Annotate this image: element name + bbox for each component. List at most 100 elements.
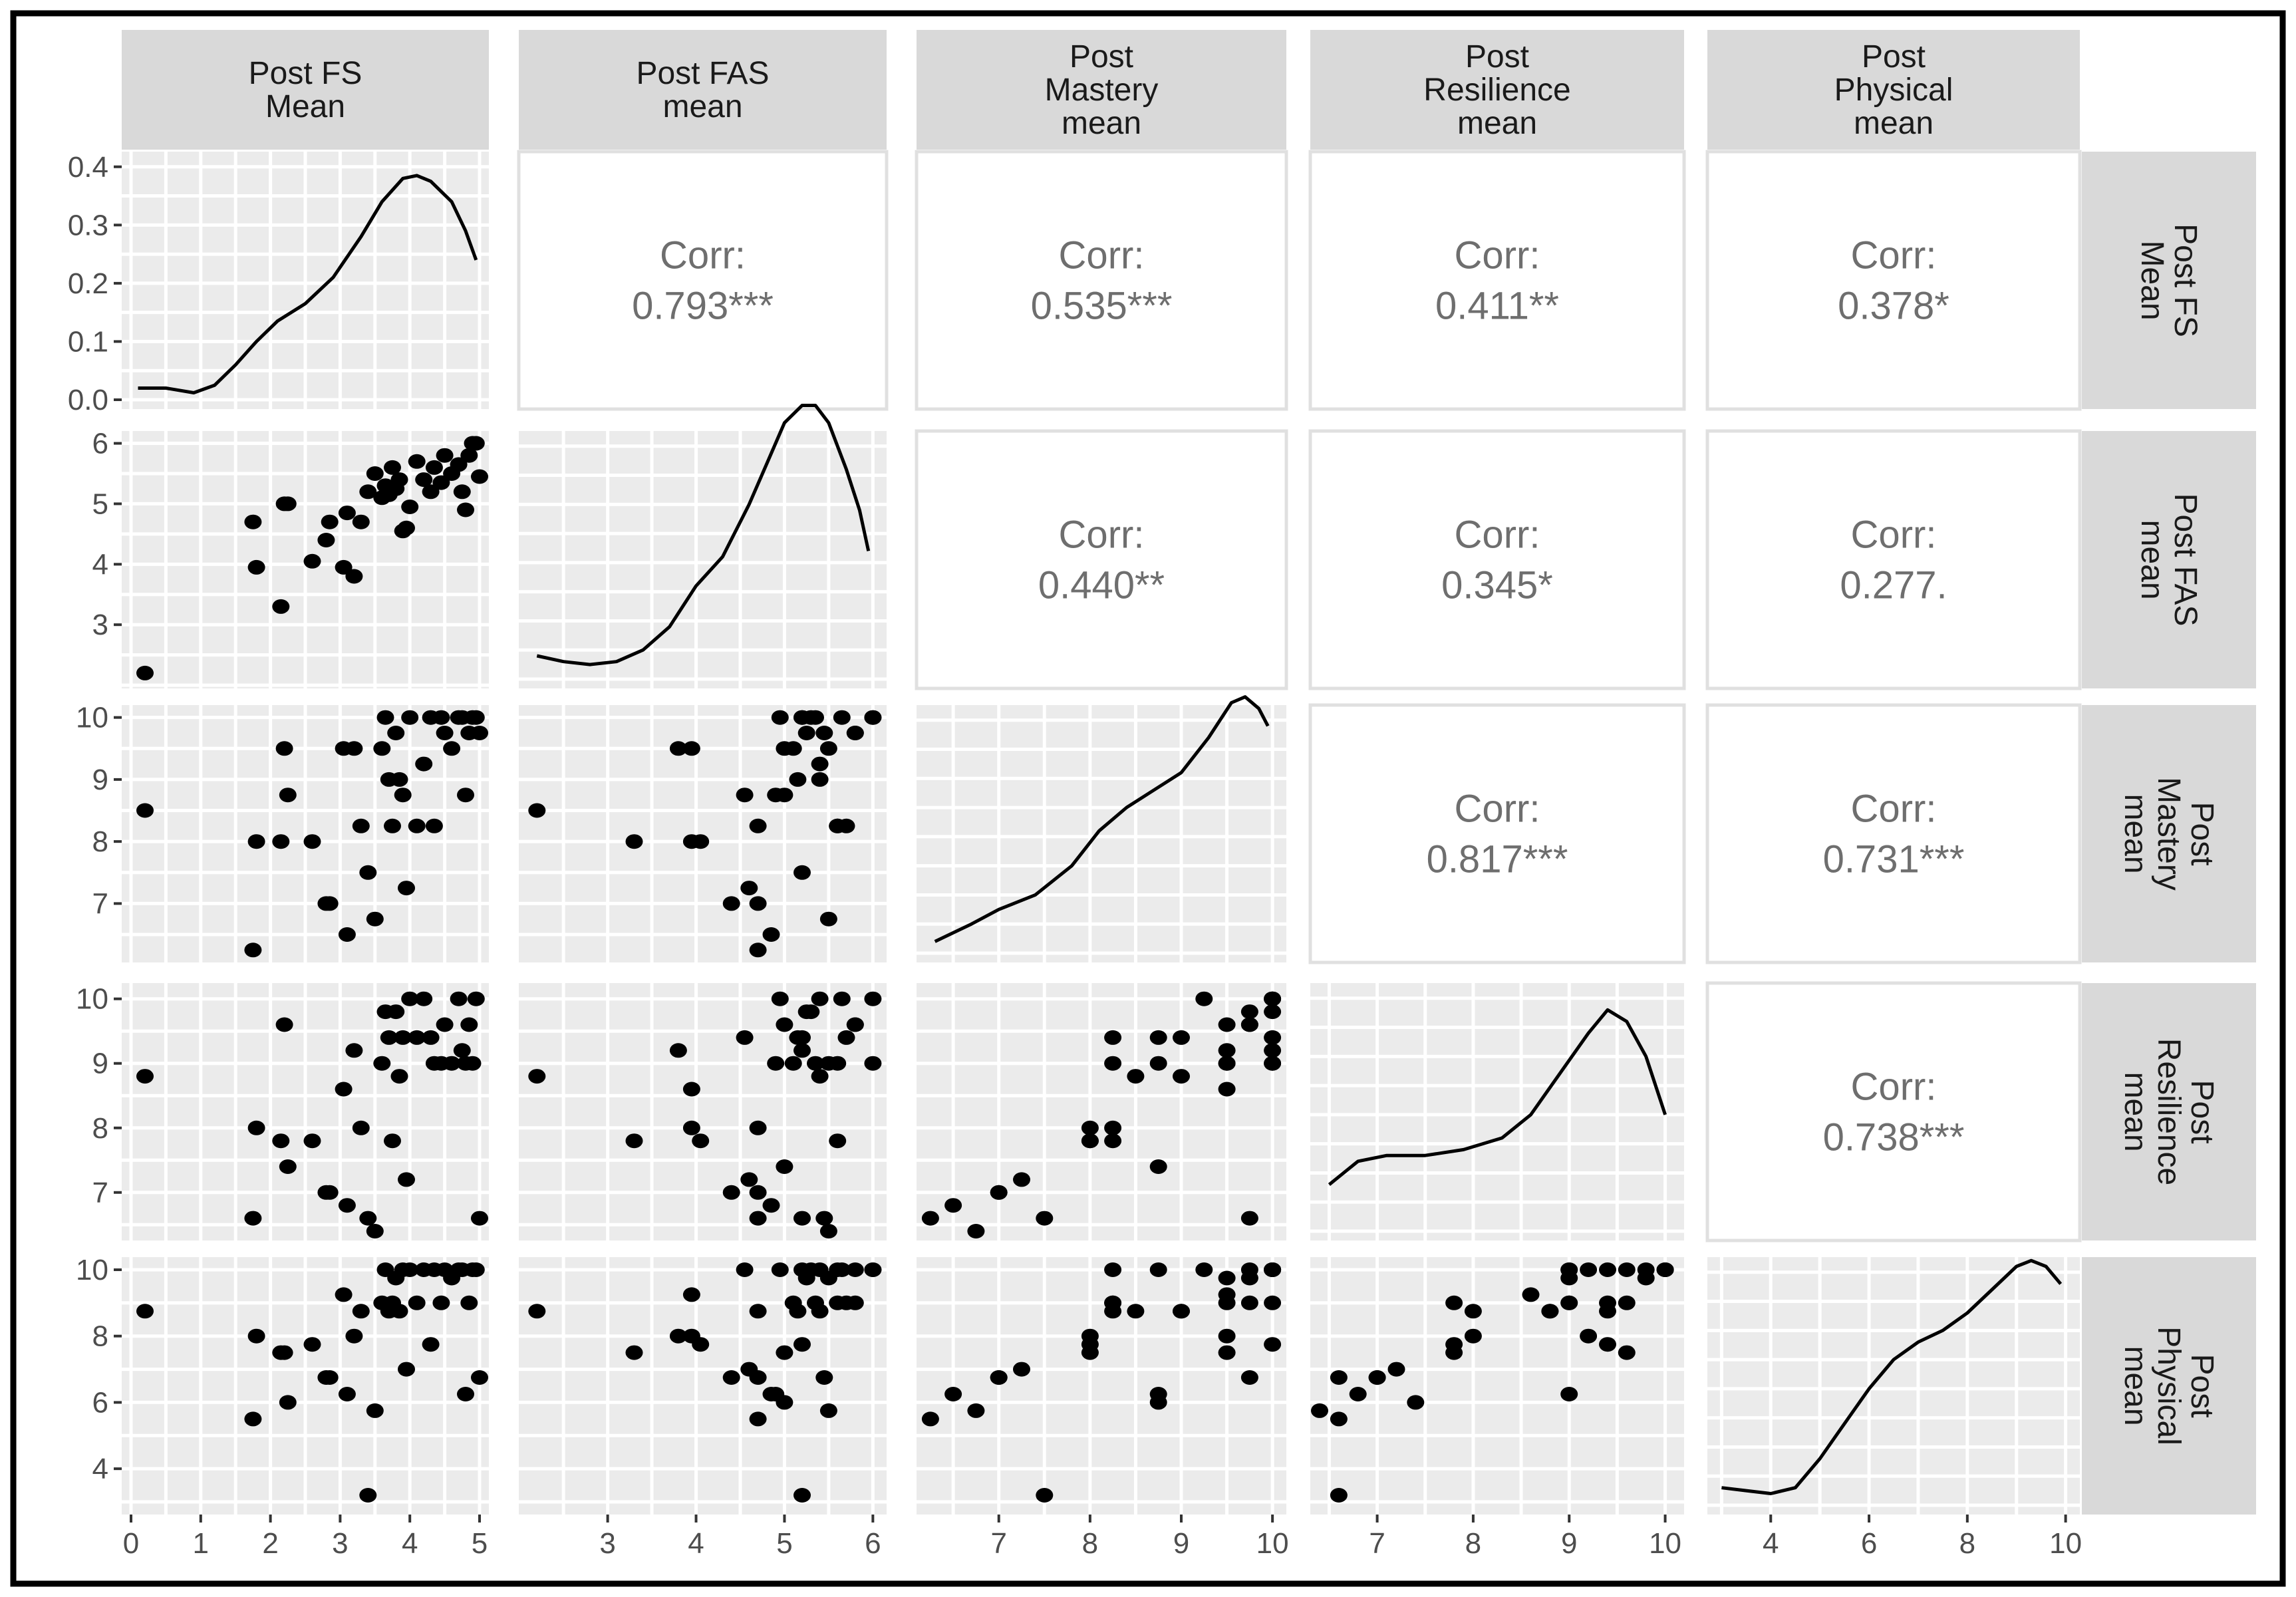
density-curve-fs <box>138 174 478 394</box>
scatter-point <box>436 448 454 463</box>
x-tick-label: 2 <box>262 1527 278 1560</box>
panel-r4-c2 <box>917 1257 1286 1515</box>
scatter-point <box>303 553 321 569</box>
scatter-point <box>279 1159 297 1174</box>
scatter-point <box>345 1328 363 1344</box>
corr-value: 0.793*** <box>632 285 774 328</box>
scatter-point <box>457 788 474 803</box>
scatter-point <box>1240 1004 1258 1020</box>
row-strip-fs <box>2082 152 2256 409</box>
scatter-point <box>1445 1337 1463 1352</box>
scatter-point <box>415 472 433 488</box>
scatter-point <box>422 1337 440 1352</box>
corr-panel-bg <box>1705 429 2082 690</box>
scatter-point <box>1618 1262 1636 1277</box>
scatter-point <box>303 1133 321 1149</box>
row-strip-label: mean <box>2118 794 2153 873</box>
scatter-point <box>1580 1262 1598 1277</box>
plot-panel-bg <box>519 1257 887 1515</box>
scatter-point <box>528 803 546 818</box>
scatter-point <box>944 1198 962 1213</box>
scatter-point <box>767 1056 785 1071</box>
panel-r3-c1 <box>519 983 887 1240</box>
scatter-point <box>1240 1017 1258 1032</box>
scatter-point <box>833 710 851 725</box>
scatter-point <box>740 881 758 896</box>
scatter-point <box>1264 1004 1282 1020</box>
scatter-point <box>1349 1387 1367 1401</box>
scatter-point <box>467 991 485 1006</box>
scatter-point <box>1445 1295 1463 1310</box>
scatter-point <box>408 1295 426 1310</box>
scatter-point <box>335 559 353 575</box>
x-tick-label: 3 <box>332 1527 348 1560</box>
scatter-point <box>136 665 154 680</box>
scatter-point <box>275 1017 293 1032</box>
scatter-point <box>436 1017 454 1032</box>
scatter-point <box>793 1043 811 1058</box>
scatter-point <box>345 569 363 584</box>
scatter-point <box>846 1262 864 1277</box>
density-curve-fas <box>536 404 871 666</box>
scatter-point <box>1264 1337 1282 1352</box>
row-strip-label: Post <box>2184 801 2220 865</box>
scatter-point <box>1541 1304 1559 1319</box>
scatter-point <box>1218 1345 1236 1360</box>
scatter-point <box>811 991 829 1006</box>
scatter-point <box>352 818 370 833</box>
column-strip-label: Resilience <box>1423 73 1570 108</box>
column-strip-label: Post <box>1070 39 1133 74</box>
scatter-point <box>990 1185 1008 1200</box>
scatter-point <box>1218 1295 1236 1310</box>
scatter-point <box>1264 1030 1282 1045</box>
scatter-point <box>811 1069 829 1084</box>
scatter-point <box>338 1198 356 1213</box>
row-strip-label: Post FS <box>2168 223 2203 337</box>
panel-r2-c2 <box>917 695 1286 962</box>
scatter-point <box>771 991 789 1006</box>
panel-r3-c4: Corr: 0.738*** <box>1705 981 2082 1242</box>
scatter-point <box>722 896 740 911</box>
scatter-point <box>1618 1295 1636 1310</box>
scatter-point <box>807 1056 824 1071</box>
corr-title: Corr: <box>1851 234 1937 277</box>
scatter-point <box>415 756 433 772</box>
scatter-point <box>136 1304 154 1319</box>
corr-title: Corr: <box>1455 513 1540 557</box>
column-strip-label: Mastery <box>1045 73 1159 108</box>
panel-r0-c3: Corr: 0.411** <box>1308 150 1686 411</box>
corr-title: Corr: <box>1851 788 1937 831</box>
density-curve-physical <box>1721 1258 2063 1495</box>
scatter-point <box>740 1362 758 1377</box>
column-strip-fas <box>519 30 887 150</box>
scatter-point <box>1311 1403 1328 1418</box>
scatter-point <box>1560 1295 1578 1310</box>
scatter-point <box>345 1043 363 1058</box>
panel-r4-c3 <box>1310 1257 1684 1515</box>
scatter-point <box>819 741 837 756</box>
column-strip-label: mean <box>662 89 742 124</box>
corr-panel-bg <box>1705 981 2082 1242</box>
scatter-point <box>829 818 847 833</box>
corr-panel-bg <box>915 150 1288 411</box>
panel-r4-c0 <box>122 1257 489 1515</box>
scatter-point <box>1127 1304 1145 1319</box>
scatter-point <box>464 1056 482 1071</box>
scatter-point <box>338 927 356 942</box>
scatter-point <box>303 1337 321 1352</box>
scatter-point <box>366 1403 384 1418</box>
panel-r1-c2: Corr: 0.440** <box>915 429 1288 690</box>
scatter-point <box>450 991 468 1006</box>
corr-value: 0.378* <box>1838 285 1949 328</box>
row-strip-label: mean <box>2134 519 2170 599</box>
scatter-point <box>398 520 415 535</box>
scatter-point <box>1173 1304 1190 1319</box>
scatter-point <box>394 788 412 803</box>
y-tick-label: 9 <box>92 1048 108 1080</box>
scatter-point <box>1104 1133 1122 1149</box>
scatter-point <box>1330 1370 1348 1385</box>
